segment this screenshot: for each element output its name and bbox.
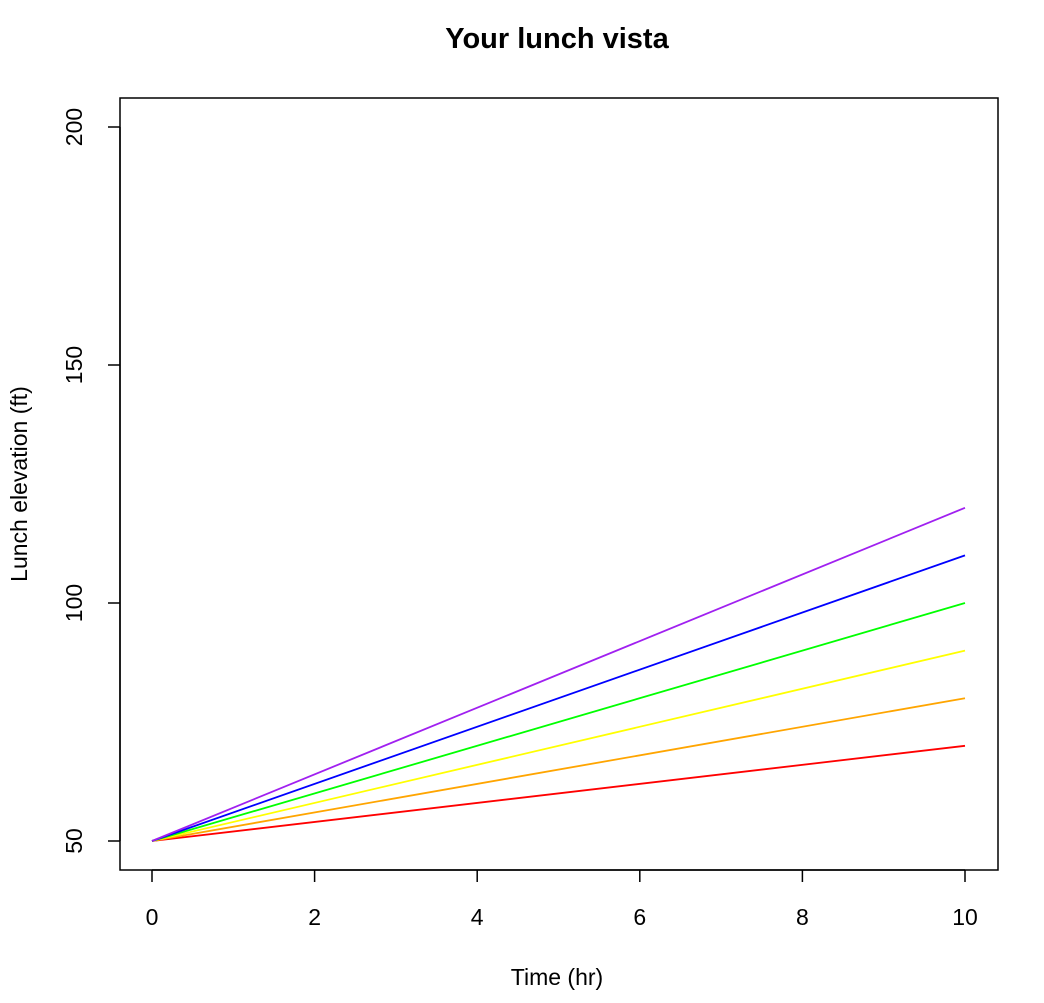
series-layer [151, 506, 966, 842]
x-tick-label: 6 [633, 904, 646, 930]
series-line-5 [151, 554, 966, 842]
series-line-1 [151, 744, 966, 842]
y-axis-label: Lunch elevation (ft) [6, 386, 32, 582]
x-axis-label: Time (hr) [511, 964, 603, 990]
series-line-6 [151, 506, 966, 842]
x-tick-label: 2 [308, 904, 321, 930]
y-tick-label: 150 [61, 346, 87, 384]
plot-frame [119, 97, 999, 871]
series-line-2 [151, 697, 966, 842]
x-tick-label: 4 [471, 904, 484, 930]
series-line-4 [151, 602, 966, 842]
x-axis: 0 2 4 6 8 10 [146, 869, 978, 930]
y-tick-label: 100 [61, 584, 87, 622]
chart-title: Your lunch vista [445, 23, 669, 55]
y-axis: 50 100 150 200 [61, 108, 121, 854]
x-tick-label: 10 [952, 904, 978, 930]
x-tick-label: 8 [796, 904, 809, 930]
y-tick-label: 200 [61, 108, 87, 146]
series-line-3 [151, 649, 966, 842]
x-tick-label: 0 [146, 904, 159, 930]
y-tick-label: 50 [61, 828, 87, 854]
